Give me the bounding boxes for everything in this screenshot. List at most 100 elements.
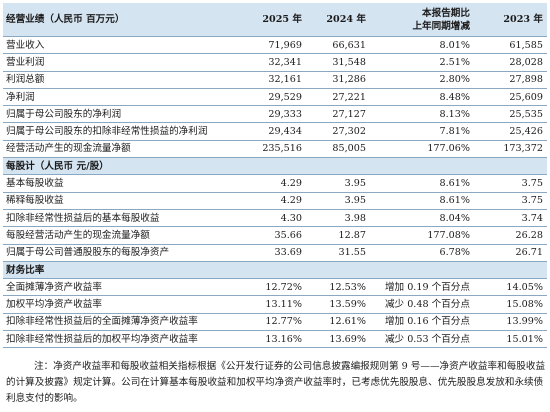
row-label: 基本每股收益 xyxy=(3,174,235,193)
row-label: 净利润 xyxy=(3,88,235,107)
value-change: 8.61% xyxy=(370,192,474,210)
row-label: 每股经营活动产生的现金流量净额 xyxy=(3,226,235,245)
table-row: 基本每股收益 4.29 3.95 8.61% 3.75 xyxy=(3,174,547,193)
value-2023: 28,028 xyxy=(474,53,547,72)
row-label: 扣除非经常性损益后的基本每股收益 xyxy=(3,209,235,228)
row-label: 扣除非经常性损益后的加权平均净资产收益率 xyxy=(3,330,235,349)
table-row: 每股经营活动产生的现金流量净额 35.66 12.87 177.08% 26.28 xyxy=(3,226,547,245)
value-change: 177.06% xyxy=(370,140,474,159)
footnote: 注：净资产收益率和每股收益相关指标根据《公开发行证券的公司信息披露编报规则第 9… xyxy=(6,361,546,404)
value-2024: 13.69% xyxy=(306,330,370,349)
value-2024: 27,127 xyxy=(306,105,370,124)
header-change: 本报告期比 上年同期增减 xyxy=(370,3,474,37)
value-2025: 32,161 xyxy=(235,71,306,89)
value-2023: 25,609 xyxy=(474,88,547,107)
table-row: 加权平均净资产收益率 13.11% 13.59% 减少 0.48 个百分点 15.08% xyxy=(3,295,547,314)
table-row: 营业收入 71,969 66,631 8.01% 61,585 xyxy=(3,36,547,55)
header-change-line1: 本报告期比 xyxy=(422,7,470,19)
row-label: 归属于母公司普通股股东的每股净资产 xyxy=(3,244,235,262)
value-2024: 85,005 xyxy=(306,140,370,159)
value-2023: 14.05% xyxy=(474,278,547,297)
value-change: 增加 0.16 个百分点 xyxy=(370,313,474,332)
header-year-2023: 2023 年 xyxy=(474,3,547,37)
section-title: 每股计（人民币 元/股） xyxy=(3,157,547,176)
table-header-row: 经营业绩（人民币 百万元） 2025 年 2024 年 本报告期比 上年同期增减… xyxy=(3,3,547,37)
row-label: 归属于母公司股东的净利润 xyxy=(3,105,235,124)
value-2024: 3.95 xyxy=(306,192,370,210)
row-label: 归属于母公司股东的扣除非经常性损益的净利润 xyxy=(3,122,235,141)
value-2025: 4.29 xyxy=(235,192,306,210)
value-2024: 3.95 xyxy=(306,174,370,193)
table-row: 扣除非经常性损益后的全面摊薄净资产收益率 12.77% 12.61% 增加 0.16 … xyxy=(3,313,547,332)
value-2024: 12.53% xyxy=(306,278,370,297)
value-change: 2.51% xyxy=(370,53,474,72)
table-row: 净利润 29,529 27,221 8.48% 25,609 xyxy=(3,88,547,107)
value-2023: 3.74 xyxy=(474,209,547,228)
value-2023: 27,898 xyxy=(474,71,547,89)
value-2025: 29,434 xyxy=(235,122,306,141)
value-2023: 13.99% xyxy=(474,313,547,332)
value-change: 8.13% xyxy=(370,105,474,124)
value-2023: 3.75 xyxy=(474,192,547,210)
row-label: 稀释每股收益 xyxy=(3,192,235,210)
header-label: 经营业绩（人民币 百万元） xyxy=(3,3,235,37)
value-2025: 29,529 xyxy=(235,88,306,107)
value-2024: 3.98 xyxy=(306,209,370,228)
value-change: 6.78% xyxy=(370,244,474,262)
value-2023: 15.08% xyxy=(474,295,547,314)
table-row: 扣除非经常性损益后的基本每股收益 4.30 3.98 8.04% 3.74 xyxy=(3,209,547,228)
value-change: 8.01% xyxy=(370,36,474,55)
financial-summary-table: 经营业绩（人民币 百万元） 2025 年 2024 年 本报告期比 上年同期增减… xyxy=(3,3,547,349)
row-label: 全面摊薄净资产收益率 xyxy=(3,278,235,297)
value-2023: 173,372 xyxy=(474,140,547,159)
table-row: 利润总额 32,161 31,286 2.80% 27,898 xyxy=(3,71,547,89)
section-header-ratios: 财务比率 xyxy=(3,261,547,280)
row-label: 营业利润 xyxy=(3,53,235,72)
value-2024: 13.59% xyxy=(306,295,370,314)
table-row: 归属于母公司股东的净利润 29,333 27,127 8.13% 25,535 xyxy=(3,105,547,124)
value-2024: 31.55 xyxy=(306,244,370,262)
table-row: 扣除非经常性损益后的加权平均净资产收益率 13.16% 13.69% 减少 0.53 … xyxy=(3,330,547,349)
value-change: 7.81% xyxy=(370,122,474,141)
value-2025: 35.66 xyxy=(235,226,306,245)
header-change-line2: 上年同期增减 xyxy=(412,20,470,32)
value-2025: 13.11% xyxy=(235,295,306,314)
value-2023: 25,426 xyxy=(474,122,547,141)
table-row: 归属于母公司普通股股东的每股净资产 33.69 31.55 6.78% 26.71 xyxy=(3,244,547,262)
value-2025: 29,333 xyxy=(235,105,306,124)
value-change: 增加 0.19 个百分点 xyxy=(370,278,474,297)
value-2024: 31,286 xyxy=(306,71,370,89)
row-label: 营业收入 xyxy=(3,36,235,55)
value-2025: 235,516 xyxy=(235,140,306,159)
table-row: 归属于母公司股东的扣除非经常性损益的净利润 29,434 27,302 7.81% 25… xyxy=(3,122,547,141)
value-2025: 12.72% xyxy=(235,278,306,297)
row-label: 加权平均净资产收益率 xyxy=(3,295,235,314)
table-row: 营业利润 32,341 31,548 2.51% 28,028 xyxy=(3,53,547,72)
value-2024: 66,631 xyxy=(306,36,370,55)
table-row: 经营活动产生的现金流量净额 235,516 85,005 177.06% 173,372 xyxy=(3,140,547,159)
row-label: 扣除非经常性损益后的全面摊薄净资产收益率 xyxy=(3,313,235,332)
value-2024: 27,302 xyxy=(306,122,370,141)
row-label: 利润总额 xyxy=(3,71,235,89)
value-2023: 26.28 xyxy=(474,226,547,245)
table-row: 稀释每股收益 4.29 3.95 8.61% 3.75 xyxy=(3,192,547,210)
value-2023: 15.01% xyxy=(474,330,547,349)
value-2023: 25,535 xyxy=(474,105,547,124)
value-2025: 13.16% xyxy=(235,330,306,349)
value-2025: 71,969 xyxy=(235,36,306,55)
value-2024: 12.87 xyxy=(306,226,370,245)
value-2025: 12.77% xyxy=(235,313,306,332)
row-label: 经营活动产生的现金流量净额 xyxy=(3,140,235,159)
value-change: 减少 0.53 个百分点 xyxy=(370,330,474,349)
section-title: 财务比率 xyxy=(3,261,547,280)
value-change: 8.48% xyxy=(370,88,474,107)
value-change: 8.04% xyxy=(370,209,474,228)
value-2025: 4.30 xyxy=(235,209,306,228)
value-2024: 12.61% xyxy=(306,313,370,332)
value-change: 177.08% xyxy=(370,226,474,245)
table-row: 全面摊薄净资产收益率 12.72% 12.53% 增加 0.19 个百分点 14.05% xyxy=(3,278,547,297)
value-change: 2.80% xyxy=(370,71,474,89)
value-change: 8.61% xyxy=(370,174,474,193)
value-2023: 3.75 xyxy=(474,174,547,193)
